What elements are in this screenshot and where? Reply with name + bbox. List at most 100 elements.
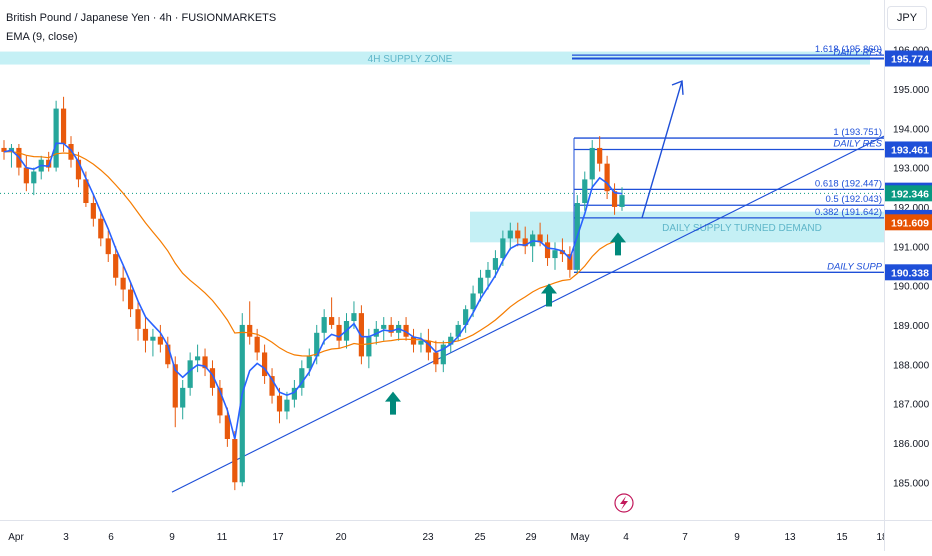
candle-body xyxy=(500,238,506,259)
trend-line xyxy=(171,135,884,493)
candle-body xyxy=(23,167,29,184)
candle-body xyxy=(299,368,305,388)
x-tick-label: 9 xyxy=(169,532,175,543)
time-axis[interactable]: Apr 3 6 9 11 17 20 23 25 29 May 4 7 9 13 15 18 xyxy=(0,520,888,551)
candle-body xyxy=(284,399,290,412)
level-label: 1.618 (195.860) xyxy=(815,44,882,55)
price-label-text: 190.338 xyxy=(891,267,929,279)
axis-corner xyxy=(884,520,932,551)
x-tick-label: 23 xyxy=(422,532,434,543)
level-label: 0.382 (191.642) xyxy=(815,207,882,218)
candle-body xyxy=(31,171,37,184)
candle-body xyxy=(150,336,156,341)
y-tick-label: 189.000 xyxy=(893,321,930,332)
candle-body xyxy=(291,387,297,400)
price-label-text: 193.461 xyxy=(891,144,929,156)
candle-body xyxy=(75,159,82,180)
candle-body xyxy=(202,356,208,369)
ema-slow-line xyxy=(3,150,623,357)
price-chart[interactable]: 4H SUPPLY ZONE DAILY SUPPLY TURNED DEMAND… xyxy=(0,0,884,520)
x-tick-label: 17 xyxy=(272,532,284,543)
support-arrow-icon xyxy=(610,232,626,256)
x-tick-label: 9 xyxy=(734,532,740,543)
chart-plot-area[interactable]: 4H SUPPLY ZONE DAILY SUPPLY TURNED DEMAND… xyxy=(0,0,884,520)
x-tick-label: 25 xyxy=(474,532,486,543)
candle-body xyxy=(463,309,469,325)
x-tick-label: 3 xyxy=(63,532,69,543)
candle-body xyxy=(127,289,134,310)
x-tick-label: 11 xyxy=(217,532,228,543)
candle-body xyxy=(381,324,387,329)
candle-body xyxy=(321,317,327,333)
candle-body xyxy=(492,258,499,270)
candle-body xyxy=(306,356,312,369)
x-tick-label: 20 xyxy=(335,532,347,543)
currency-badge[interactable]: JPY xyxy=(887,6,927,30)
ema-fast-line xyxy=(3,142,623,440)
candle-body xyxy=(433,352,439,365)
candle-body xyxy=(60,108,67,144)
lightning-icon xyxy=(614,493,634,513)
candle-body xyxy=(217,387,223,416)
y-tick-label: 195.000 xyxy=(893,85,930,96)
price-axis[interactable]: 196.000195.000194.000193.000192.000191.0… xyxy=(884,0,932,520)
candle-body xyxy=(455,324,461,337)
x-tick-label: 4 xyxy=(623,532,629,543)
candle-body xyxy=(515,230,521,239)
x-tick-label: 18 xyxy=(876,532,884,543)
y-tick-label: 190.000 xyxy=(893,282,930,293)
y-tick-label: 188.000 xyxy=(893,360,930,371)
candle-body xyxy=(135,309,141,329)
candle-body xyxy=(336,324,342,341)
x-tick-label: 13 xyxy=(784,532,796,543)
level-label: DAILY RES xyxy=(833,138,882,149)
price-label-box xyxy=(885,141,932,158)
candle-body xyxy=(485,269,491,278)
candle-body xyxy=(552,250,558,259)
chart-title: British Pound / Japanese Yen · 4h · FUSI… xyxy=(6,12,277,24)
candle-body xyxy=(477,277,484,294)
candle-body xyxy=(209,368,216,388)
level-label: 1 (193.751) xyxy=(833,127,882,138)
candle-body xyxy=(448,336,454,345)
candle-body xyxy=(403,324,409,337)
candle-body xyxy=(172,364,178,408)
candle-body xyxy=(120,277,126,290)
candle-body xyxy=(522,238,528,247)
candle-body xyxy=(366,336,372,357)
x-tick-label: 7 xyxy=(682,532,688,543)
support-arrow-icon xyxy=(541,283,557,307)
price-label-box xyxy=(885,214,932,231)
level-label: DAILY RES xyxy=(833,47,882,58)
y-tick-label: 192.000 xyxy=(893,203,930,214)
x-tick-label: Apr xyxy=(8,532,24,543)
candle-body xyxy=(239,324,245,483)
indicator-label[interactable]: EMA (9, close) xyxy=(6,31,78,43)
candle-body xyxy=(113,254,119,278)
candle-body xyxy=(582,179,588,203)
level-label: 0.5 (192.043) xyxy=(825,194,882,205)
candle-body xyxy=(68,144,74,160)
candle-body xyxy=(537,234,543,243)
price-label-box xyxy=(885,185,932,202)
x-tick-label: 6 xyxy=(108,532,114,543)
candle-body xyxy=(247,324,253,337)
candle-body xyxy=(544,242,551,259)
price-label-text: 195.774 xyxy=(891,53,929,65)
candle-body xyxy=(269,376,275,396)
candle-body xyxy=(314,332,320,357)
candle-body xyxy=(105,238,111,255)
x-tick-label: May xyxy=(571,532,590,543)
price-label-box xyxy=(885,50,932,67)
candle-body xyxy=(83,179,89,203)
y-tick-label: 186.000 xyxy=(893,439,930,450)
candle-body xyxy=(619,195,625,207)
candle-body xyxy=(90,203,96,219)
level-label: DAILY SUPP xyxy=(827,261,883,272)
candle-body xyxy=(440,344,446,365)
candle-body xyxy=(254,336,260,353)
candle-body xyxy=(262,352,268,377)
price-label-box xyxy=(885,264,932,281)
candle-body xyxy=(597,147,603,164)
y-tick-label: 191.000 xyxy=(893,242,930,253)
